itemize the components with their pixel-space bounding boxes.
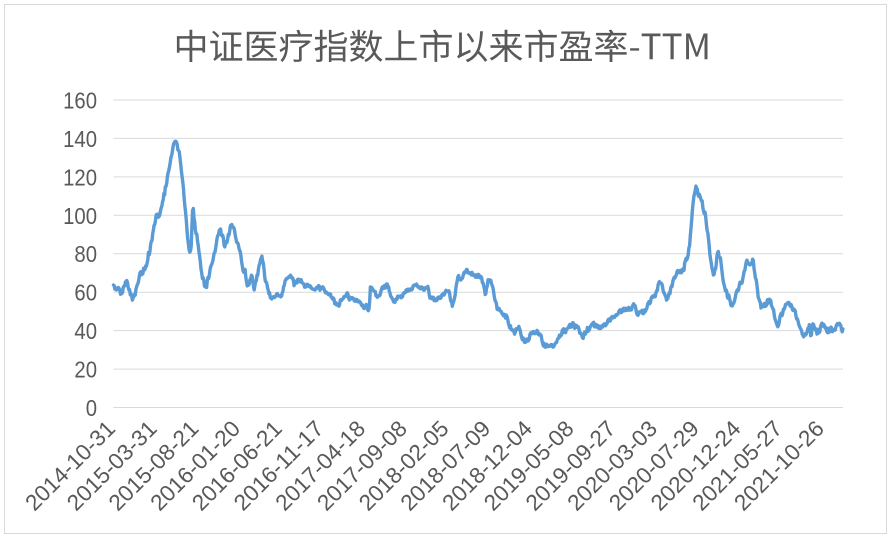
- svg-text:0: 0: [86, 395, 97, 421]
- svg-text:40: 40: [74, 318, 97, 344]
- svg-text:140: 140: [63, 126, 97, 152]
- svg-text:80: 80: [74, 241, 97, 267]
- svg-text:20: 20: [74, 357, 97, 383]
- svg-text:60: 60: [74, 280, 97, 306]
- svg-text:160: 160: [63, 88, 97, 114]
- svg-text:100: 100: [63, 203, 97, 229]
- svg-text:120: 120: [63, 164, 97, 190]
